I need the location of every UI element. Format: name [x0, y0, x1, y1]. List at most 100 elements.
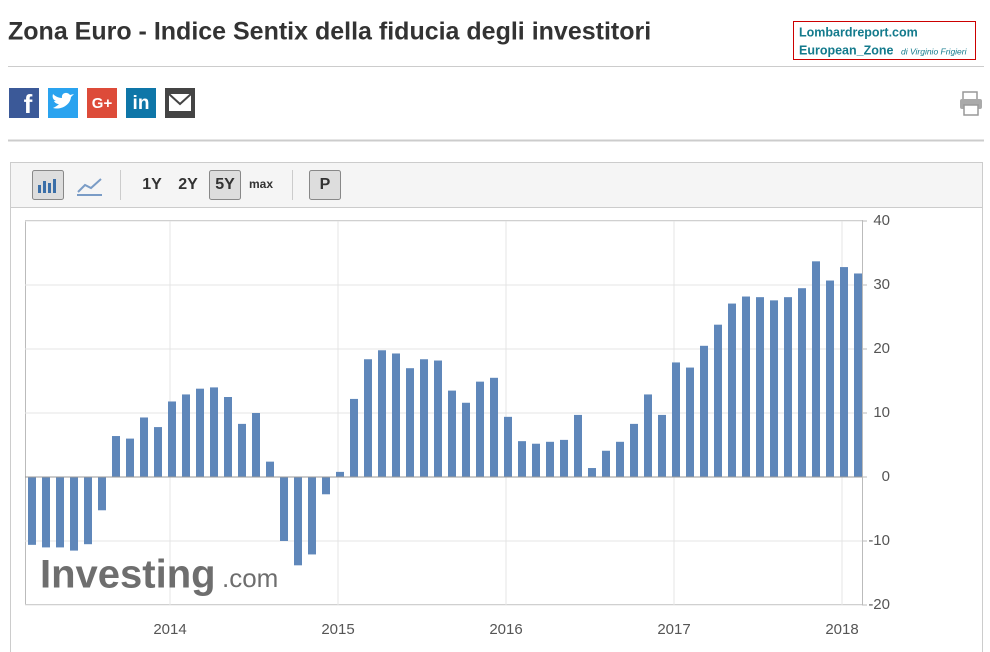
- bar: [644, 394, 652, 477]
- bar: [182, 394, 190, 477]
- brand-line: Lombardreport.com: [799, 25, 918, 39]
- bar: [420, 359, 428, 477]
- bar: [252, 413, 260, 477]
- bar: [854, 273, 862, 477]
- brand-line: European_Zone: [799, 43, 894, 57]
- y-tick-label: 10: [873, 404, 890, 421]
- bar: [546, 441, 554, 477]
- bar: [616, 441, 624, 477]
- share-icon-text: in: [133, 93, 150, 114]
- y-tick-label: 40: [873, 212, 890, 229]
- bar: [28, 477, 36, 545]
- x-tick-label: 2016: [489, 621, 522, 638]
- share-linkedin[interactable]: [126, 88, 156, 118]
- share-icon-text: f: [24, 89, 33, 119]
- bar: [224, 397, 232, 477]
- range-button-active[interactable]: [209, 170, 241, 200]
- bar: [448, 390, 456, 477]
- bar: [294, 477, 302, 566]
- line-icon: [77, 178, 102, 193]
- p-button[interactable]: [309, 170, 341, 200]
- bar: [196, 388, 204, 477]
- bar: [686, 367, 694, 477]
- bar: [560, 439, 568, 477]
- line-chart-button[interactable]: [77, 178, 102, 196]
- bar: [602, 450, 610, 477]
- x-tick-label: 2018: [825, 621, 858, 638]
- bar: [126, 438, 134, 477]
- watermark-suffix: .com: [222, 563, 278, 593]
- bar: [434, 360, 442, 477]
- bar: [574, 414, 582, 477]
- bar: [490, 377, 498, 477]
- bar: [280, 477, 288, 541]
- bar: [238, 423, 246, 477]
- y-tick-label: -20: [868, 596, 890, 613]
- brand-author: di Virginio Frigieri: [901, 46, 968, 56]
- bar: [840, 267, 848, 477]
- bar: [364, 359, 372, 477]
- bar: [658, 414, 666, 477]
- share-google[interactable]: [87, 88, 117, 118]
- envelope-flap: [168, 93, 192, 106]
- bar: [476, 381, 484, 477]
- bar: [154, 427, 162, 477]
- share-icon-text: G+: [92, 95, 113, 112]
- toolbar: [11, 163, 982, 207]
- bar: [728, 303, 736, 477]
- twitter-bird: [52, 92, 74, 109]
- bar: [518, 441, 526, 477]
- x-tick-label: 2014: [153, 621, 186, 638]
- range-button[interactable]: max: [249, 177, 273, 191]
- bar: [462, 402, 470, 477]
- bar: [56, 477, 64, 548]
- bar: [322, 477, 330, 495]
- bar: [826, 280, 834, 477]
- bar: [308, 477, 316, 555]
- bar: [588, 468, 596, 477]
- x-tick-label: 2015: [321, 621, 354, 638]
- bar: [742, 296, 750, 477]
- range-button[interactable]: 5Y: [215, 176, 235, 193]
- print-sheet: [963, 104, 979, 116]
- bar: [532, 443, 540, 477]
- y-tick-label: 0: [882, 468, 890, 485]
- range-button[interactable]: 1Y: [142, 176, 162, 193]
- bar: [784, 297, 792, 477]
- brand-box: [793, 21, 976, 60]
- bar: [350, 398, 358, 477]
- print-paper: [962, 91, 978, 101]
- y-tick-label: 20: [873, 340, 890, 357]
- bar: [700, 345, 708, 477]
- page-title: Zona Euro - Indice Sentix della fiducia …: [8, 18, 651, 46]
- bar: [378, 350, 386, 477]
- bar: [42, 477, 50, 548]
- watermark: Investing: [40, 553, 216, 597]
- x-tick-label: 2017: [657, 621, 690, 638]
- print-button[interactable]: [960, 91, 982, 116]
- bar: [812, 261, 820, 477]
- p-button-label: P: [320, 176, 331, 193]
- bar: [140, 417, 148, 477]
- bar: [770, 300, 778, 477]
- y-tick-label: 30: [873, 276, 890, 293]
- bar: [98, 477, 106, 511]
- bar: [756, 297, 764, 477]
- bar: [392, 353, 400, 477]
- bar-icon: [38, 179, 56, 193]
- share-facebook[interactable]: [9, 88, 39, 118]
- bar: [266, 461, 274, 477]
- bar: [210, 387, 218, 477]
- range-button[interactable]: 2Y: [178, 176, 198, 193]
- bar: [336, 471, 344, 477]
- bar: [168, 401, 176, 477]
- bar: [406, 368, 414, 477]
- y-tick-label: -10: [868, 532, 890, 549]
- bar: [630, 423, 638, 477]
- bar: [84, 477, 92, 545]
- bar: [112, 436, 120, 477]
- bar: [504, 416, 512, 477]
- bar: [70, 477, 78, 551]
- bar: [672, 362, 680, 477]
